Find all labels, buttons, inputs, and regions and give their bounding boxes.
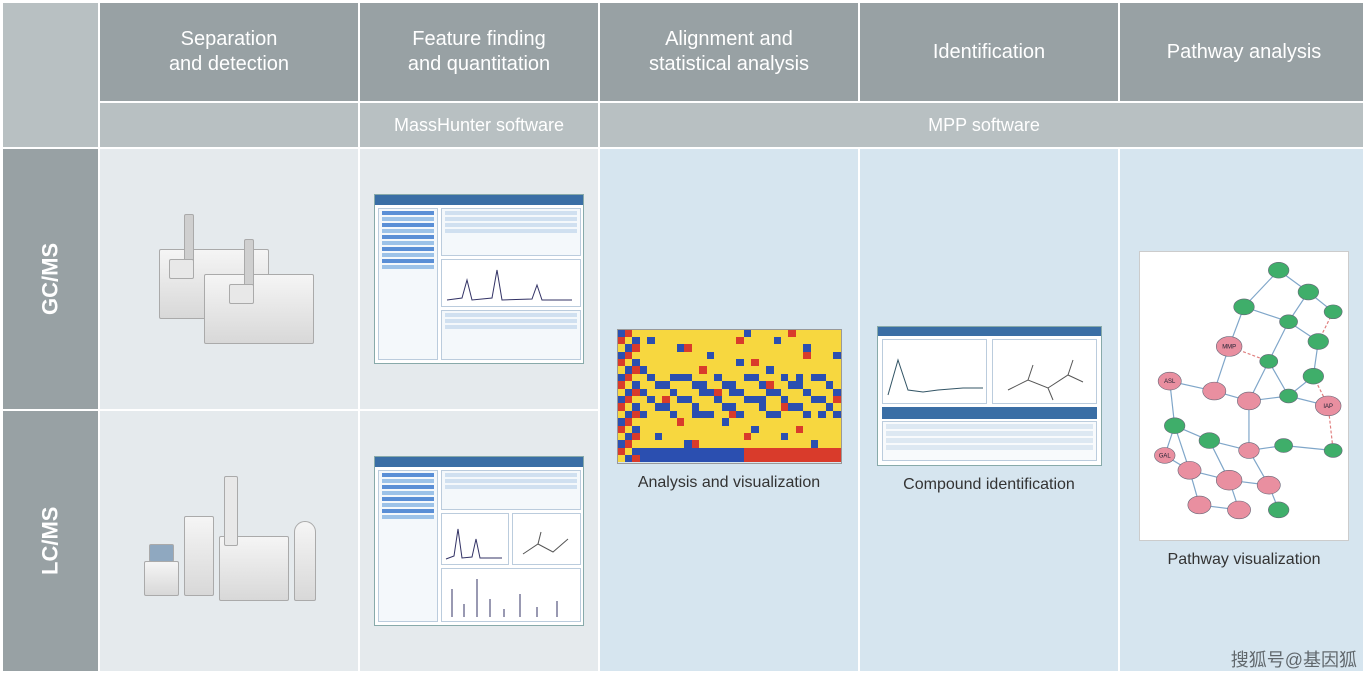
subheader-masshunter-label: MassHunter software — [394, 115, 564, 136]
lcms-instrument-illustration — [134, 466, 324, 616]
cell-gcms-software — [360, 149, 598, 409]
cell-identification: Compound identification — [860, 149, 1118, 671]
col-header-alignment: Alignment and statistical analysis — [600, 3, 858, 101]
subheader-masshunter: MassHunter software — [360, 103, 598, 147]
gcms-instrument-illustration — [134, 204, 324, 354]
cell-pathway: MMP ASL IAP GAL Pathway visualization — [1120, 149, 1363, 671]
heatmap-visualization — [617, 329, 842, 464]
cell-lcms-instrument — [100, 411, 358, 671]
hdr-feat-l1: Feature finding — [412, 28, 545, 50]
masshunter-screenshot-gcms — [374, 194, 584, 364]
hdr-sep-l1: Separation — [181, 28, 278, 50]
hdr-sep-l2: and detection — [169, 53, 289, 75]
hdr-align-l1: Alignment and — [665, 28, 793, 50]
row-label-gcms: GC/MS — [3, 149, 98, 409]
subheader-blank — [100, 103, 358, 147]
hdr-path-l1: Pathway analysis — [1167, 41, 1322, 63]
col-header-feature: Feature finding and quantitation — [360, 3, 598, 101]
svg-text:GAL: GAL — [1159, 453, 1172, 459]
subheader-mpp: MPP software — [600, 103, 1363, 147]
caption-pathway: Pathway visualization — [1168, 551, 1321, 569]
hdr-align-l2: statistical analysis — [649, 53, 809, 75]
row-label-lcms: LC/MS — [3, 411, 98, 671]
col-header-identification: Identification — [860, 3, 1118, 101]
workflow-grid: Separation and detection Feature finding a… — [0, 0, 1363, 674]
col-header-separation: Separation and detection — [100, 3, 358, 101]
corner-cell — [3, 3, 98, 147]
col-header-pathway: Pathway analysis — [1120, 3, 1363, 101]
subheader-mpp-label: MPP software — [928, 115, 1040, 136]
cell-lcms-software — [360, 411, 598, 671]
row-label-lcms-text: LC/MS — [38, 507, 64, 575]
pathway-network: MMP ASL IAP GAL — [1139, 251, 1349, 541]
svg-text:MMP: MMP — [1222, 344, 1236, 350]
cell-gcms-instrument — [100, 149, 358, 409]
caption-compound: Compound identification — [903, 476, 1075, 494]
row-label-gcms-text: GC/MS — [38, 243, 64, 315]
svg-text:ASL: ASL — [1164, 379, 1176, 385]
compound-id-window — [877, 326, 1102, 466]
hdr-ident-l1: Identification — [933, 41, 1045, 63]
caption-analysis: Analysis and visualization — [638, 474, 820, 492]
cell-analysis: Analysis and visualization — [600, 149, 858, 671]
svg-text:IAP: IAP — [1323, 404, 1333, 410]
hdr-feat-l2: and quantitation — [408, 53, 550, 75]
masshunter-screenshot-lcms — [374, 456, 584, 626]
